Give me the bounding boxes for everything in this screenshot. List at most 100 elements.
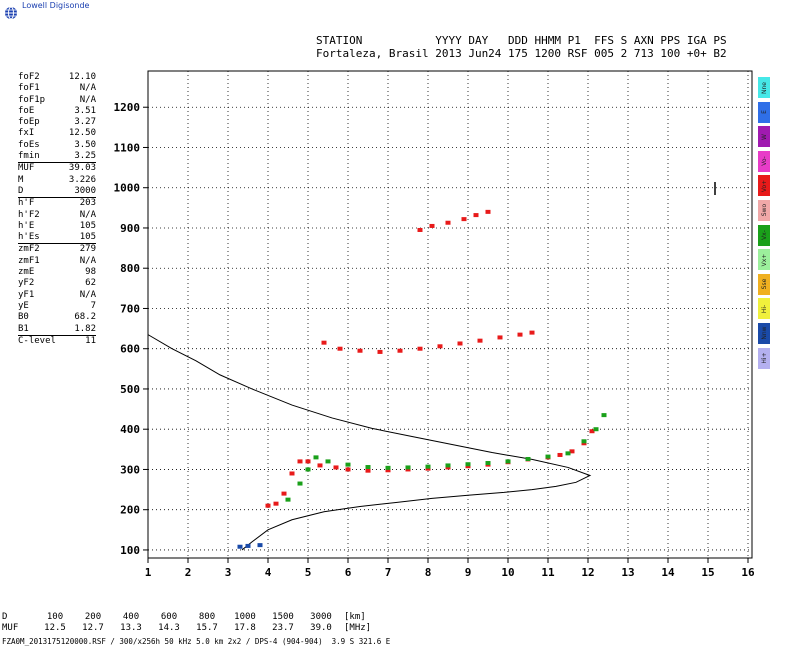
param-name: yF1 — [18, 289, 35, 300]
param-name: MUF — [18, 163, 35, 174]
trace-point — [457, 341, 463, 346]
trace-point — [321, 340, 327, 345]
distance-row: D 100 200 400 600 800 1000 1500 3000 [km] — [2, 612, 371, 623]
param-value: 11 — [85, 335, 96, 346]
param-name: h'Es — [18, 232, 40, 243]
trace-point — [333, 465, 339, 470]
trace-point — [593, 427, 599, 432]
trace-point — [305, 459, 311, 464]
y-tick-label: 700 — [120, 302, 140, 315]
trace-point — [473, 213, 479, 218]
muf-value: 23.7 — [272, 623, 294, 633]
trace-point — [589, 429, 595, 434]
trace-point — [325, 459, 331, 464]
param-value: 105 — [79, 232, 96, 243]
param-row-m: M 3.226 — [18, 175, 96, 186]
trace-point — [581, 439, 587, 444]
x-tick-label: 1 — [145, 566, 152, 579]
param-row-yf2: yF2 62 — [18, 278, 96, 289]
trace-point — [429, 223, 435, 228]
x-tick-label: 4 — [265, 566, 272, 579]
trace-point — [529, 330, 535, 335]
brand-name: Lowell Digisonde — [22, 1, 90, 10]
param-row-fof1p: foF1p N/A — [18, 95, 96, 106]
x-tick-label: 2 — [185, 566, 192, 579]
muf-value: 12.5 — [44, 623, 66, 633]
trace-point — [445, 463, 451, 468]
param-value: 12.50 — [68, 128, 96, 139]
trace-point — [465, 464, 471, 469]
param-name: B0 — [18, 312, 29, 323]
distance-value: 1000 — [234, 612, 256, 622]
param-name: foF2 — [18, 72, 40, 82]
trace-point — [525, 456, 531, 461]
param-name: zmF2 — [18, 244, 40, 255]
muf-row-label: MUF — [2, 623, 19, 633]
trace-point — [289, 471, 295, 476]
y-tick-label: 200 — [120, 504, 140, 517]
trace-point — [337, 346, 343, 351]
legend-chip-w: W — [758, 126, 770, 148]
param-value: 105 — [79, 220, 96, 231]
x-tick-label: 9 — [465, 566, 472, 579]
param-row-zmf2: zmF2 279 — [18, 244, 96, 255]
param-name: M — [18, 174, 24, 185]
y-tick-label: 400 — [120, 423, 140, 436]
param-value: 3.27 — [74, 117, 96, 128]
legend-chip-e: E — [758, 101, 770, 123]
header-line-1: STATION YYYY DAY DDD HHMM P1 FFS S AXN P… — [316, 34, 727, 47]
trace-point — [505, 459, 511, 464]
param-name: foEp — [18, 117, 40, 128]
trace-point — [317, 463, 323, 468]
muf-row: MUF 12.5 12.7 13.3 14.3 15.7 17.8 23.7 39.0 [MH… — [2, 623, 371, 634]
param-name: h'E — [18, 220, 35, 231]
grid-lines — [148, 71, 752, 558]
trace-point — [365, 468, 371, 473]
legend-chip-nne: Nne — [758, 77, 770, 98]
distance-value: 1500 — [272, 612, 294, 622]
param-value: 3.25 — [74, 151, 96, 162]
x-tick-label: 3 — [225, 566, 232, 579]
param-value: N/A — [79, 255, 96, 266]
trace-point — [569, 449, 575, 454]
param-name: fmin — [18, 151, 40, 162]
trace-point — [313, 455, 319, 460]
legend-chip-sse: Sse — [758, 273, 770, 295]
trace-point — [417, 346, 423, 351]
trace-point — [565, 451, 571, 456]
trace-point — [477, 338, 483, 343]
param-row-fmin: fmin 3.25 — [18, 151, 96, 162]
trace-x-trace-f-layer — [285, 413, 607, 502]
param-value: 3.50 — [74, 139, 96, 150]
trace-point — [345, 467, 351, 472]
echo-traces — [237, 209, 607, 549]
footer-file-info: FZA0M_2013175120000.RSF / 300/x256h 50 k… — [2, 637, 391, 646]
param-value: 3000 — [74, 185, 96, 196]
param-name: h'F — [18, 198, 35, 209]
x-tick-label: 11 — [541, 566, 555, 579]
param-value: 3.226 — [68, 174, 96, 185]
trace-point — [517, 332, 523, 337]
param-row-zmf1: zmF1 N/A — [18, 256, 96, 267]
param-row-foes: foEs 3.50 — [18, 140, 96, 151]
distance-unit: [km] — [344, 612, 366, 622]
legend-chip-label: Vo+ — [761, 179, 768, 193]
param-value: N/A — [79, 209, 96, 220]
muf-value: 12.7 — [82, 623, 104, 633]
param-name: D — [18, 185, 24, 196]
legend-chip-hi-: Hi- — [758, 298, 770, 320]
legend-chip-vo-: Vo- — [758, 150, 770, 172]
trace-point — [405, 467, 411, 472]
param-value: 68.2 — [74, 312, 96, 323]
y-tick-label: 800 — [120, 262, 140, 275]
legend-chip-swo: Swo — [758, 199, 770, 221]
y-tick-label: 600 — [120, 343, 140, 356]
trace-point — [417, 227, 423, 232]
params-separator — [18, 162, 96, 164]
param-row-b0: B0 68.2 — [18, 312, 96, 323]
trace-point — [557, 452, 563, 457]
params-separator — [18, 243, 96, 245]
trace-point — [485, 461, 491, 466]
trace-point — [425, 464, 431, 469]
param-name: zmE — [18, 267, 35, 278]
